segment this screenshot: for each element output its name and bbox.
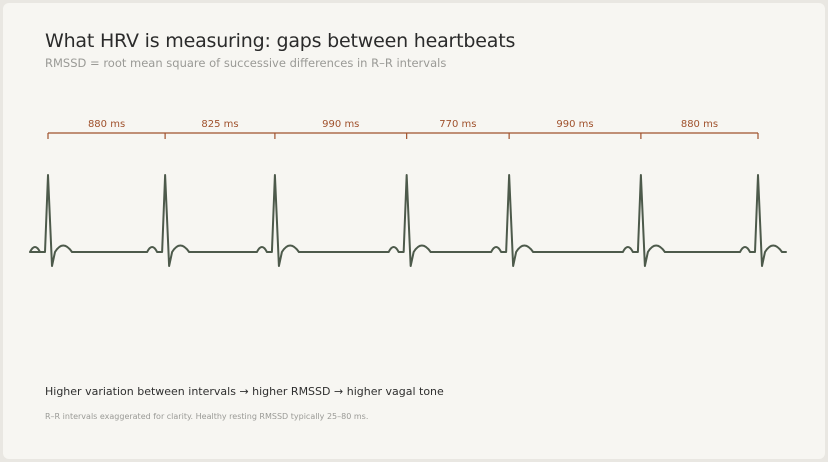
interval-label-4: 770 ms bbox=[439, 119, 476, 130]
interval-label-1: 880 ms bbox=[88, 119, 125, 130]
interval-label-3: 990 ms bbox=[322, 119, 359, 130]
interval-brackets bbox=[47, 132, 759, 139]
interval-label-5: 990 ms bbox=[556, 119, 593, 130]
page-subtitle: RMSSD = root mean square of successive d… bbox=[45, 56, 447, 70]
arrow-icon: → bbox=[334, 385, 347, 398]
arrow-icon: → bbox=[239, 385, 253, 398]
ecg-trace bbox=[29, 174, 787, 267]
summary-effect: higher vagal tone bbox=[346, 385, 444, 398]
summary-cause: Higher variation between intervals bbox=[45, 385, 240, 398]
summary-middle: higher RMSSD bbox=[252, 385, 334, 398]
footnote: R–R intervals exaggerated for clarity. H… bbox=[45, 412, 369, 421]
summary-statement: Higher variation between intervals → hig… bbox=[45, 385, 444, 398]
interval-labels: 880 ms 825 ms 990 ms 770 ms 990 ms 880 ms bbox=[88, 119, 718, 130]
diagram-card bbox=[3, 3, 825, 459]
page-title: What HRV is measuring: gaps between hear… bbox=[45, 30, 516, 52]
interval-label-6: 880 ms bbox=[681, 119, 718, 130]
interval-label-2: 825 ms bbox=[201, 119, 238, 130]
